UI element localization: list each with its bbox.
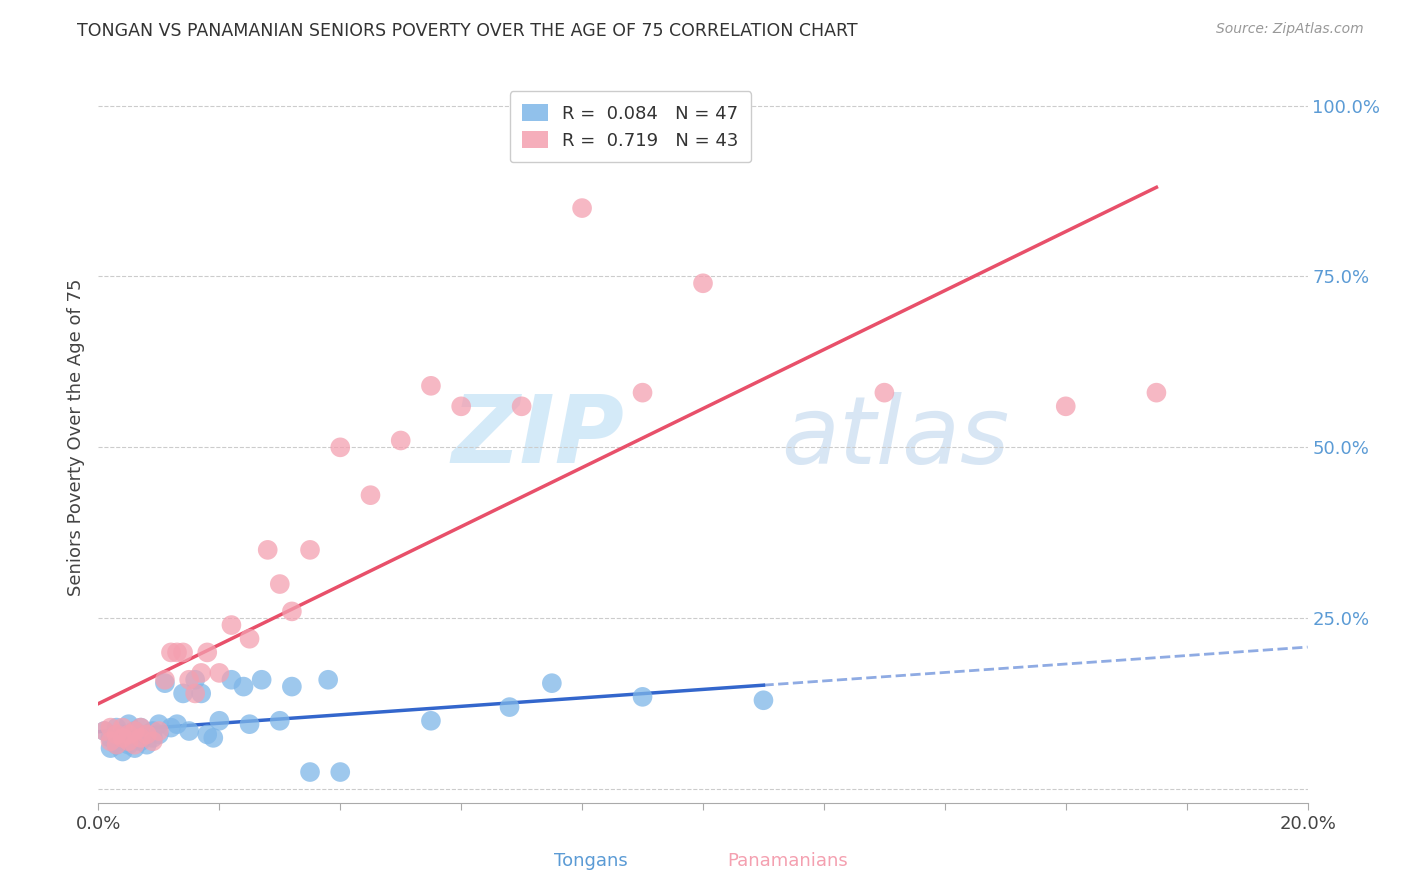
Point (256, 542, 278, 557)
Point (239, 632, 262, 646)
Point (100, 731, 122, 745)
Point (105, 721, 128, 735)
Legend: R =  0.084   N = 47, R =  0.719   N = 43: R = 0.084 N = 47, R = 0.719 N = 43 (510, 91, 751, 162)
Point (250, 673, 273, 687)
Point (100, 721, 122, 735)
Point (1054, 400, 1077, 414)
Text: atlas: atlas (782, 392, 1010, 483)
Point (124, 724, 146, 739)
Point (195, 727, 218, 741)
Point (124, 724, 146, 739)
Point (172, 645, 194, 659)
Point (148, 724, 170, 739)
Point (221, 673, 243, 687)
Point (105, 727, 128, 741)
Point (208, 714, 231, 728)
Point (389, 434, 412, 448)
Point (221, 618, 243, 632)
Text: TONGAN VS PANAMANIAN SENIORS POVERTY OVER THE AGE OF 75 CORRELATION CHART: TONGAN VS PANAMANIAN SENIORS POVERTY OVE… (77, 22, 858, 40)
Point (692, 277, 714, 291)
Point (160, 721, 183, 735)
Point (299, 765, 322, 780)
Point (118, 738, 141, 752)
Point (184, 686, 207, 700)
Point (184, 673, 207, 687)
Text: Source: ZipAtlas.com: Source: ZipAtlas.com (1216, 22, 1364, 37)
Point (148, 727, 170, 741)
Point (269, 714, 291, 728)
Point (111, 745, 134, 759)
Point (129, 721, 152, 735)
Point (105, 738, 128, 752)
Point (360, 488, 382, 502)
Text: Panamanians: Panamanians (727, 852, 848, 870)
Point (153, 673, 176, 687)
Point (124, 731, 146, 745)
Point (166, 717, 188, 731)
Point (118, 727, 141, 741)
Point (208, 665, 231, 680)
Point (190, 665, 212, 680)
Point (135, 727, 157, 741)
Text: ZIP: ZIP (451, 391, 624, 483)
Point (111, 731, 134, 745)
Point (142, 731, 165, 745)
Point (129, 731, 152, 745)
Point (160, 645, 183, 659)
Point (190, 686, 212, 700)
Point (239, 717, 262, 731)
Point (571, 201, 593, 215)
Point (420, 714, 443, 728)
Point (142, 734, 165, 748)
Point (111, 727, 134, 741)
Point (631, 385, 654, 400)
Point (93, 724, 115, 739)
Point (118, 717, 141, 731)
Point (129, 731, 152, 745)
Point (510, 400, 533, 414)
Y-axis label: Seniors Poverty Over the Age of 75: Seniors Poverty Over the Age of 75 (66, 278, 84, 596)
Point (202, 731, 225, 745)
Point (316, 673, 339, 687)
Point (873, 385, 896, 400)
Point (195, 645, 218, 659)
Point (329, 765, 352, 780)
Point (142, 724, 165, 739)
Point (498, 700, 520, 714)
Point (281, 604, 304, 618)
Point (111, 734, 134, 748)
Point (540, 676, 562, 690)
Point (111, 721, 134, 735)
Point (1144, 385, 1167, 400)
Point (153, 676, 176, 690)
Point (179, 724, 201, 739)
Point (105, 738, 128, 752)
Point (100, 734, 122, 748)
Point (450, 400, 472, 414)
Point (124, 741, 146, 756)
Point (166, 645, 188, 659)
Point (281, 680, 304, 694)
Point (631, 690, 654, 704)
Point (118, 727, 141, 741)
Point (232, 680, 254, 694)
Point (420, 379, 443, 393)
Point (135, 727, 157, 741)
Point (299, 542, 322, 557)
Point (179, 673, 201, 687)
Point (135, 738, 157, 752)
Point (752, 693, 775, 707)
Point (269, 577, 291, 591)
Text: Tongans: Tongans (554, 852, 627, 870)
Point (172, 686, 194, 700)
Point (148, 717, 170, 731)
Point (124, 738, 146, 752)
Point (100, 741, 122, 756)
Point (129, 734, 152, 748)
Point (129, 721, 152, 735)
Point (118, 734, 141, 748)
Point (329, 440, 352, 454)
Point (93, 724, 115, 739)
